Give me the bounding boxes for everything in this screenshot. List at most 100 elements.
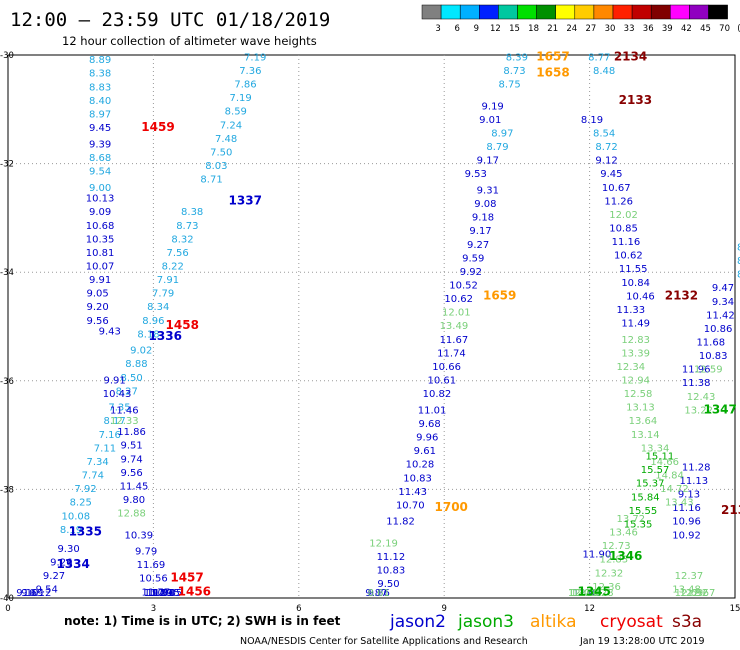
- wave-height-label: 9.86: [368, 588, 390, 599]
- wave-height-label: 13.64: [629, 416, 658, 427]
- wave-height-label: 8.18: [137, 329, 159, 340]
- wave-height-label: 8.39: [506, 52, 528, 63]
- wave-height-label: 11.16: [612, 237, 641, 248]
- wave-height-label: 10.92: [672, 530, 701, 541]
- wave-height-label: 12.43: [687, 392, 716, 403]
- pass-label: 1335: [69, 525, 102, 539]
- wave-height-label: 10.12: [23, 588, 52, 599]
- wave-height-label: 11.13: [679, 476, 708, 487]
- wave-height-label: 9.53: [465, 169, 487, 180]
- scale-swatch: [670, 4, 690, 20]
- x-tick-label: 3: [151, 604, 156, 614]
- wave-height-label: 11.26: [604, 196, 633, 207]
- wave-height-label: 11.45: [120, 481, 149, 492]
- wave-height-label: 8.71: [200, 175, 222, 186]
- scale-label: 9: [474, 24, 479, 34]
- scale-label: 21: [547, 24, 558, 34]
- wave-height-label: 10.15: [151, 588, 180, 599]
- wave-height-label: 11.77: [142, 587, 171, 598]
- footer-note: note: 1) Time is in UTC; 2) SWH is in fe…: [64, 614, 341, 628]
- wave-height-label: 10.66: [432, 362, 461, 373]
- wave-height-label: 9.51: [120, 441, 142, 452]
- wave-height-label: 8: [737, 242, 740, 253]
- wave-height-label: 9.01: [479, 115, 501, 126]
- wave-height-label: 8.17: [103, 416, 125, 427]
- wave-height-label: 8.73: [503, 66, 525, 77]
- grid-lines: [8, 55, 735, 598]
- wave-height-label: 12.19: [369, 538, 398, 549]
- wave-height-label: 8.32: [171, 234, 193, 245]
- wave-height-label: 11.38: [682, 378, 711, 389]
- legend-jason3: jason3: [457, 612, 514, 632]
- scale-label: 30: [605, 24, 616, 34]
- wave-height-label: 11.12: [377, 552, 406, 563]
- wave-height-label: 12.67: [687, 588, 716, 599]
- wave-height-label: 11.90: [583, 549, 612, 560]
- wave-height-label: 12.04: [568, 588, 597, 599]
- wave-height-label: 7.79: [152, 289, 174, 300]
- legend-s3a: s3a: [672, 612, 702, 632]
- wave-height-label: 15.84: [631, 492, 660, 503]
- wave-height-label: 10.07: [86, 261, 115, 272]
- x-tick-label: 6: [296, 604, 301, 614]
- wave-height-label: 12.88: [117, 509, 146, 520]
- wave-height-label: 7.11: [94, 443, 116, 454]
- scale-swatch: [650, 4, 671, 20]
- wave-height-label: 10.81: [86, 248, 115, 259]
- wave-height-label: 12.83: [600, 555, 629, 566]
- wave-height-label: 9.74: [120, 454, 142, 465]
- pass-label: 1337: [229, 193, 262, 207]
- wave-height-label: 7.35: [108, 403, 130, 414]
- plot-frame: [7, 54, 736, 599]
- wave-height-label: 13.13: [626, 403, 655, 414]
- axis-ticks: 0 3 6 9 12 15 -30 -32 -34 -36 -38 -40: [0, 51, 740, 614]
- wave-height-label: 13.39: [621, 348, 650, 359]
- scale-swatch: [517, 4, 537, 20]
- wave-height-label: 13.34: [641, 443, 670, 454]
- wave-height-label: 10.83: [403, 473, 432, 484]
- plot-area: 0 3 6 9 12 15-30-32-34-36-38-40 8.898.388.838…: [0, 49, 740, 614]
- wave-height-label: 8.34: [147, 302, 169, 313]
- wave-height-label: 11.01: [418, 405, 447, 416]
- y-tick-label: -32: [0, 160, 14, 170]
- wave-height-label: 9.30: [57, 544, 79, 555]
- wave-height-label: 11.28: [682, 462, 711, 473]
- wave-height-label: 10.70: [396, 500, 425, 511]
- wave-height-label: 9.87: [365, 588, 387, 599]
- wave-height-label: 8.96: [142, 316, 164, 327]
- pass-label: 2134: [614, 49, 647, 63]
- credit-left: NOAA/NESDIS Center for Satellite Applica…: [240, 636, 528, 647]
- wave-height-label: 13.72: [616, 514, 645, 525]
- wave-height-label: 8.97: [89, 109, 111, 120]
- wave-height-label: 11.33: [616, 305, 645, 316]
- wave-height-label: 7.91: [157, 275, 179, 286]
- wave-height-label: 8.19: [581, 115, 603, 126]
- wave-height-label: 14.66: [650, 457, 679, 468]
- pass-label: 1657: [536, 49, 569, 63]
- y-tick-label: -38: [0, 485, 14, 495]
- satellite-legend: jason2 jason3 altika cryosat s3a: [389, 612, 702, 632]
- pass-label: 2133: [619, 93, 652, 107]
- wave-height-label: 7.92: [74, 484, 96, 495]
- wave-height-label: 12.01: [442, 308, 471, 319]
- wave-height-label: 7.56: [167, 248, 189, 259]
- wave-height-label: 9.59: [462, 253, 484, 264]
- wave-height-label: 11.69: [137, 560, 166, 571]
- wave-height-label: 8.54: [593, 128, 615, 139]
- x-tick-label: 0: [5, 604, 10, 614]
- wave-height-label: 9.80: [123, 495, 145, 506]
- wave-height-label: 12.16: [573, 588, 602, 599]
- wave-height-label: 11.74: [437, 348, 466, 359]
- wave-height-label: 9.02: [130, 346, 152, 357]
- wave-height-label: 9.68: [419, 419, 441, 430]
- wave-height-label: 9.91: [89, 275, 111, 286]
- wave-height-label: 8.25: [70, 498, 92, 509]
- wave-height-label: 9.18: [472, 213, 494, 224]
- wave-height-label: 7.34: [87, 457, 109, 468]
- scale-label: (ft): [737, 24, 740, 34]
- wave-height-label: 9.31: [477, 185, 499, 196]
- wave-height-label: 13.46: [609, 528, 638, 539]
